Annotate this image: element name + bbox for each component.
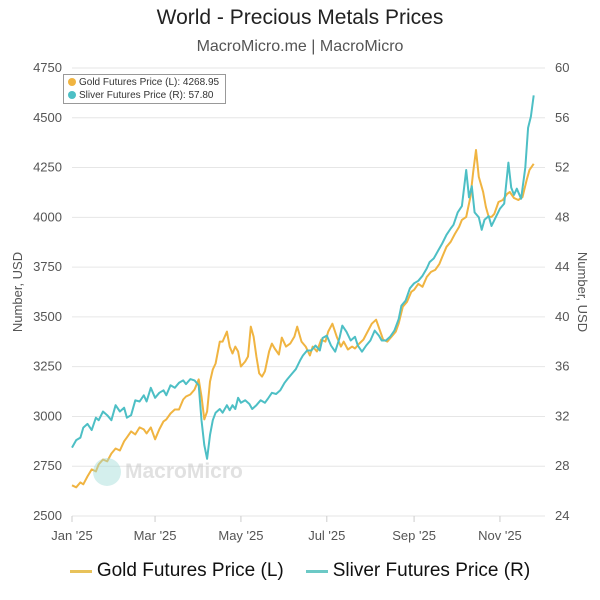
y-tick-right-label: 32 — [555, 408, 569, 423]
y-tick-right-label: 40 — [555, 309, 569, 324]
gridlines — [72, 67, 545, 517]
tooltip-row-silver: Sliver Futures Price (R): 57.80 — [68, 89, 221, 102]
y-tick-right-label: 36 — [555, 359, 569, 374]
y-tick-left-label: 3500 — [33, 309, 62, 324]
y-tick-right-label: 60 — [555, 60, 569, 75]
x-tick-label: May '25 — [218, 528, 263, 543]
legend-label-silver: Sliver Futures Price (R) — [332, 560, 531, 581]
tooltip: Gold Futures Price (L): 4268.95 Sliver F… — [63, 74, 226, 104]
x-tick-label: Mar '25 — [134, 528, 177, 543]
y-tick-left-label: 3000 — [33, 408, 62, 423]
y-tick-right-label: 28 — [555, 458, 569, 473]
y-tick-right-label: 48 — [555, 209, 569, 224]
y-tick-left-label: 3750 — [33, 259, 62, 274]
y-tick-right-label: 56 — [555, 110, 569, 125]
x-tick-label: Jan '25 — [51, 528, 93, 543]
x-axis: Jan '25 Mar '25 May '25 Jul '25 Sep '25 Nov '… — [51, 516, 522, 543]
gold-line-swatch-icon — [69, 569, 92, 573]
tooltip-row-gold: Gold Futures Price (L): 4268.95 — [68, 76, 221, 89]
x-tick-label: Jul '25 — [308, 528, 345, 543]
y-axis-left: 2500 2750 3000 3250 3500 3750 4000 4250 4500 4750 — [33, 60, 62, 523]
y-tick-left-label: 3250 — [33, 359, 62, 374]
y-tick-right-label: 24 — [555, 508, 569, 523]
legend-item-silver[interactable]: Sliver Futures Price (R) — [305, 560, 531, 582]
macromicro-logo-icon — [93, 458, 121, 486]
y-tick-right-label: 44 — [555, 259, 569, 274]
gold-dot-icon — [68, 78, 76, 86]
y-tick-left-label: 4500 — [33, 110, 62, 125]
chart-title: World - Precious Metals Prices — [156, 6, 444, 29]
y-axis-right: 24 28 32 36 40 44 48 52 56 60 — [555, 60, 569, 523]
legend: Gold Futures Price (L) Sliver Futures Pr… — [0, 560, 600, 582]
x-tick-label: Nov '25 — [478, 528, 522, 543]
tooltip-silver-text: Sliver Futures Price (R): 57.80 — [79, 90, 214, 101]
chart-subtitle: MacroMicro.me | MacroMicro — [196, 38, 404, 55]
legend-label-gold: Gold Futures Price (L) — [96, 560, 284, 581]
series-lines — [71, 95, 535, 489]
y-tick-left-label: 2750 — [33, 458, 62, 473]
watermark-text: MacroMicro — [125, 460, 243, 483]
silver-dot-icon — [68, 91, 76, 99]
y-tick-right-label: 52 — [555, 160, 569, 175]
y-tick-left-label: 4750 — [33, 60, 62, 75]
y-axis-left-title: Number, USD — [10, 252, 25, 332]
tooltip-gold-text: Gold Futures Price (L): 4268.95 — [79, 77, 220, 88]
x-tick-label: Sep '25 — [392, 528, 436, 543]
legend-item-gold[interactable]: Gold Futures Price (L) — [69, 560, 284, 582]
y-axis-right-title: Number, USD — [575, 252, 590, 332]
y-tick-left-label: 2500 — [33, 508, 62, 523]
silver-line-swatch-icon — [305, 569, 328, 573]
silver-series-line[interactable] — [71, 95, 535, 460]
watermark: MacroMicro — [93, 458, 243, 486]
y-tick-left-label: 4250 — [33, 160, 62, 175]
gold-series-line[interactable] — [71, 149, 535, 489]
y-tick-left-label: 4000 — [33, 209, 62, 224]
